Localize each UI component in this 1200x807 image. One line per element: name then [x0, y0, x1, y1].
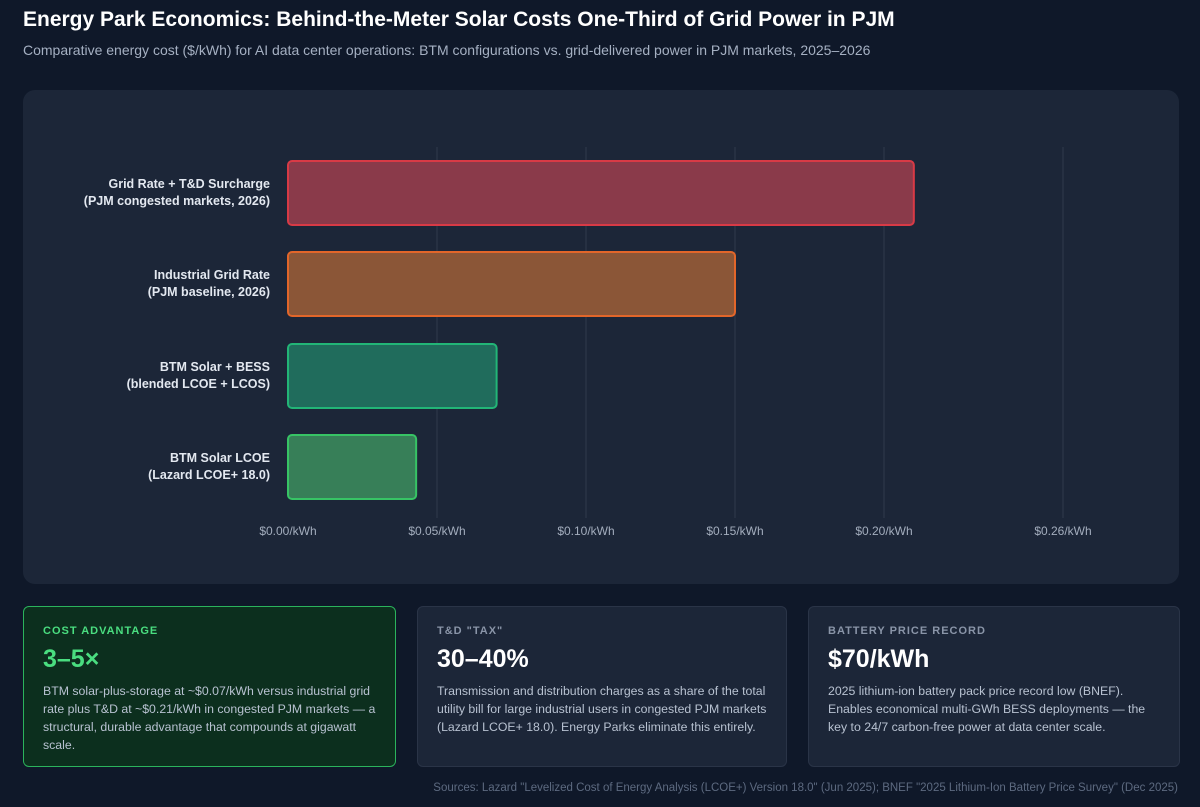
td-tax-card: T&D "TAX" 30–40% Transmission and distri…: [417, 606, 787, 767]
category-label: BTM Solar LCOE (Lazard LCOE+ 18.0): [148, 451, 270, 482]
x-tick-label: $0.26/kWh: [1034, 524, 1091, 538]
page-subtitle: Comparative energy cost ($/kWh) for AI d…: [23, 42, 871, 58]
battery-price-card: BATTERY PRICE RECORD $70/kWh 2025 lithiu…: [808, 606, 1180, 767]
card-value: $70/kWh: [828, 645, 930, 673]
bar: [287, 434, 418, 500]
card-description: BTM solar-plus-storage at ~$0.07/kWh ver…: [43, 684, 376, 752]
card-value: 3–5×: [43, 645, 100, 673]
chart-panel: Grid Rate + T&D Surcharge (PJM congested …: [23, 90, 1179, 584]
category-label: Industrial Grid Rate (PJM baseline, 2026): [148, 268, 270, 299]
bar-chart: Grid Rate + T&D Surcharge (PJM congested …: [84, 147, 1092, 538]
category-label: Grid Rate + T&D Surcharge (PJM congested …: [84, 177, 270, 208]
card-description: 2025 lithium-ion battery pack price reco…: [828, 684, 1146, 734]
card-description: Transmission and distribution charges as…: [437, 684, 767, 734]
card-value: 30–40%: [437, 645, 529, 673]
bar: [287, 343, 498, 409]
cost-advantage-card: COST ADVANTAGE 3–5× BTM solar-plus-stora…: [23, 606, 396, 767]
x-tick-label: $0.10/kWh: [557, 524, 614, 538]
page-title: Energy Park Economics: Behind-the-Meter …: [23, 8, 895, 31]
bar: [287, 160, 915, 226]
category-label: BTM Solar + BESS (blended LCOE + LCOS): [127, 360, 270, 391]
card-label: BATTERY PRICE RECORD: [828, 625, 986, 637]
card-label: T&D "TAX": [437, 625, 504, 637]
bar: [287, 251, 736, 317]
x-tick-label: $0.00/kWh: [259, 524, 316, 538]
x-tick-label: $0.15/kWh: [706, 524, 763, 538]
sources-footnote: Sources: Lazard "Levelized Cost of Energ…: [433, 782, 1178, 794]
x-tick-label: $0.05/kWh: [408, 524, 465, 538]
card-label: COST ADVANTAGE: [43, 625, 159, 637]
x-tick-label: $0.20/kWh: [855, 524, 912, 538]
